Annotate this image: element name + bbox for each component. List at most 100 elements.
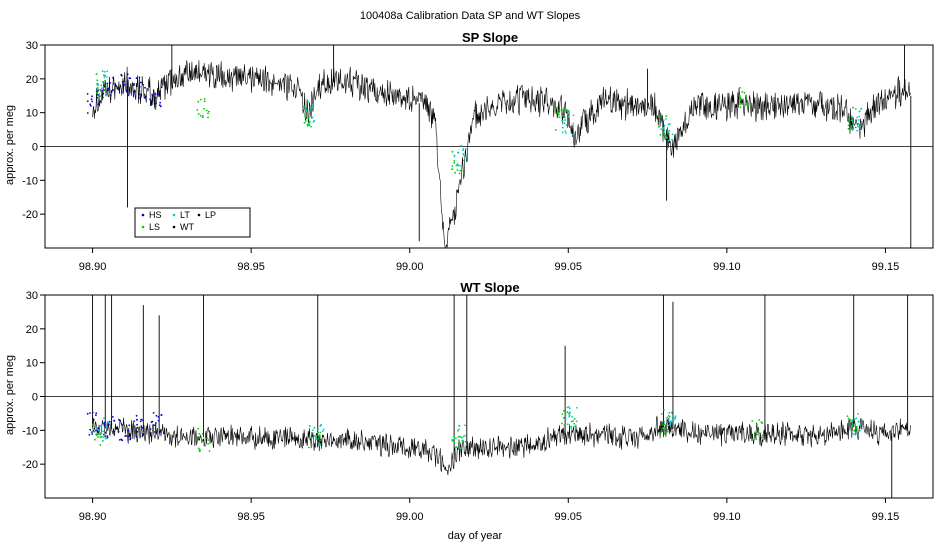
sp-point-ls [199,115,202,117]
sp-point-lt [99,90,102,93]
wt-point-lt [107,421,109,424]
wt-point-hs [97,427,100,429]
sp-point-hs [123,80,126,83]
sp-point-lt [561,122,564,125]
sp-point-ls [852,106,854,109]
wt-point-hs [95,412,98,414]
wt-point-ls [93,430,96,433]
sp-point-ls [663,134,665,136]
wt-point-hs [136,418,138,421]
sp-point-lt [105,92,108,95]
sp-point-ls [739,106,742,109]
wt-point-hs [135,435,138,438]
wt-point-ls [198,448,201,451]
wt-point-ls [92,423,94,426]
wt-point-hs [117,430,120,433]
wt-point-ls [570,425,573,428]
sp-point-lt [96,82,98,85]
wt-point-hs [153,431,156,433]
sp-point-hs [150,100,153,102]
wt-point-ls [458,444,460,447]
wt-point-hs [157,416,160,418]
wt-point-ls [756,423,758,426]
wt-point-hs [92,418,95,421]
wt-point-hs [106,436,109,439]
sp-point-hs [123,83,126,86]
sp-point-ls [203,107,206,110]
wt-point-ls [197,427,200,430]
sp-point-lt [663,129,665,132]
sp-point-lt [857,122,860,125]
sp-point-ls [743,91,746,94]
sp-point-lt [851,128,853,131]
sp-point-lt [304,107,307,109]
wt-point-lt [99,436,102,439]
sp-point-lt [857,119,860,121]
sp-point-hs [106,82,109,85]
sp-point-ls [565,108,568,111]
sp-point-ls [202,116,204,119]
sp-point-hs [158,93,160,96]
wt-point-lt [575,420,578,423]
sp-point-hs [121,91,123,94]
wt-point-ls [660,431,662,434]
wt-point-ls [308,425,311,427]
sp-point-hs [128,77,131,80]
wt-point-ls [208,450,211,452]
sp-point-hs [126,73,129,76]
sp-point-ls [739,99,742,102]
sp-point-lt [462,149,464,152]
wt-point-ls [847,417,850,420]
sp-point-ls [451,168,454,171]
wt-point-hs [139,420,142,423]
sp-point-ls [103,88,106,91]
wt-point-lt [318,442,320,444]
wt-point-ls [317,438,320,440]
wt-point-ls [453,441,456,444]
sp-point-ls [852,128,855,130]
wt-point-ls [564,412,567,415]
legend-marker-wt [172,225,176,229]
wt-xtick-label: 98.90 [79,511,107,523]
wt-point-lt [568,407,571,410]
sp-ytick-label: -10 [22,175,38,187]
wt-point-lt [671,419,674,422]
wt-point-ls [207,439,210,441]
wt-point-lt [100,425,103,428]
sp-point-ls [739,86,741,89]
wt-point-ls [97,436,99,438]
sp-point-lt [668,130,671,132]
sp-point-lt [304,116,307,119]
wt-point-hs [141,419,144,422]
sp-slope-panel: SP Slope approx. per meg 98.90 98.95 99.00… [4,30,934,273]
sp-point-hs [133,84,135,86]
wt-point-ls [562,410,565,412]
wt-point-hs [88,434,91,436]
sp-point-lt [663,124,666,127]
wt-point-hs [135,414,138,417]
sp-point-hs [96,94,99,96]
x-axis-label: day of year [448,530,503,542]
sp-point-ls [847,118,849,120]
wt-xtick-label: 99.10 [713,511,741,523]
wt-point-ls [562,416,565,419]
sp-point-lt [305,109,308,112]
wt-point-lt [568,406,570,408]
sp-point-lt [667,123,670,126]
sp-point-ls [99,88,101,91]
wt-point-lt [569,411,571,414]
wt-point-ls [849,418,852,421]
sp-ytick-label: -20 [22,209,38,221]
wt-point-ls [761,434,764,437]
wt-point-ls [754,431,756,434]
sp-point-lt [460,144,462,147]
sp-point-lt [660,121,663,123]
sp-point-lt [561,131,564,134]
wt-point-ls [313,426,316,429]
legend-box [134,207,251,238]
sp-point-hs [91,100,94,103]
wt-point-ls [460,436,463,439]
sp-ytick-label: 10 [26,108,38,120]
sp-point-ls [563,109,566,111]
